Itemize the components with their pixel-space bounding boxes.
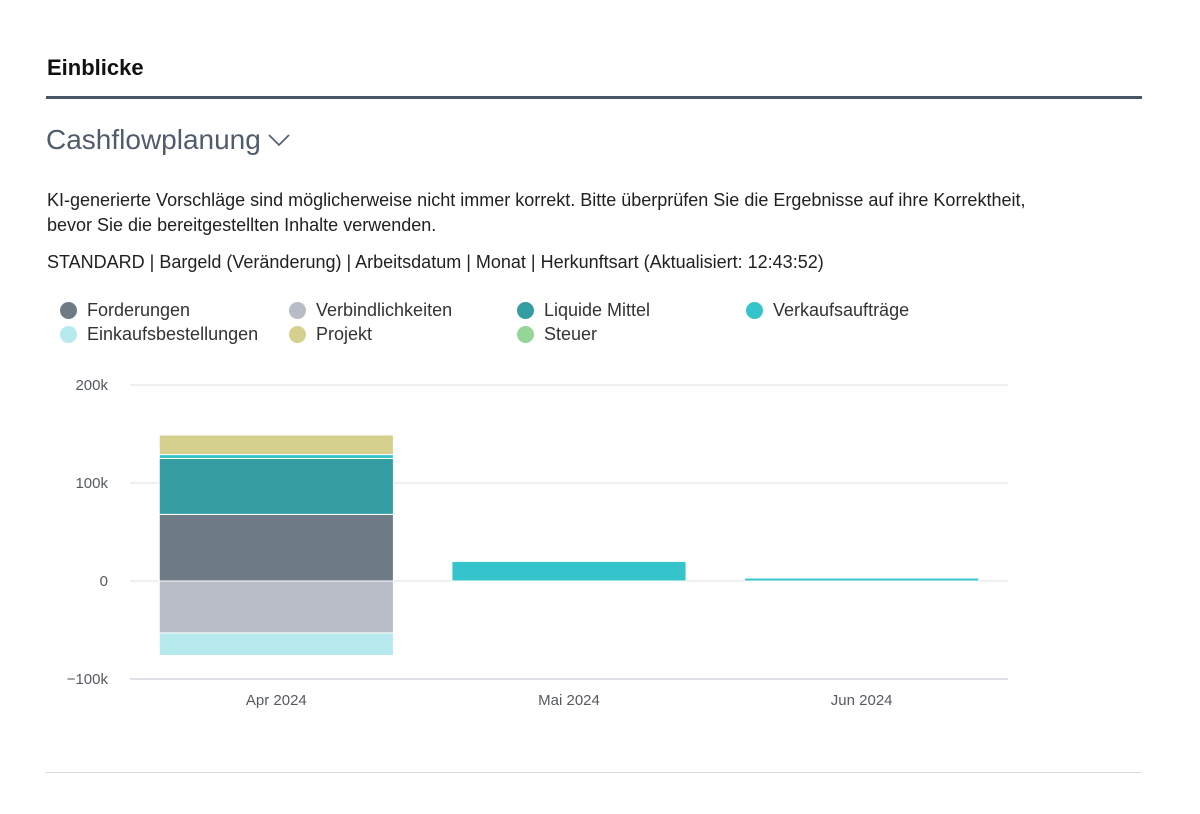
legend-label: Projekt (316, 324, 373, 344)
legend-label: Liquide Mittel (544, 300, 651, 320)
legend-item[interactable]: Verkaufsaufträge (746, 300, 909, 321)
section-divider (46, 96, 1142, 99)
bar-segment[interactable] (158, 458, 394, 515)
cashflow-part-title[interactable]: Cashflowplanung (46, 124, 291, 156)
bar-segment[interactable] (158, 454, 394, 459)
x-tick-label: Apr 2024 (246, 692, 307, 709)
legend-label: Forderungen (87, 300, 191, 320)
legend-item[interactable]: Liquide Mittel (517, 300, 650, 321)
bar-segment[interactable] (451, 560, 687, 582)
legend-item[interactable]: Projekt (289, 324, 372, 345)
legend-label: Verbindlichkeiten (316, 300, 453, 320)
legend-label: Einkaufsbestellungen (87, 324, 259, 344)
legend-swatch (60, 326, 77, 343)
x-tick-label: Jun 2024 (831, 692, 893, 709)
legend-item[interactable]: Forderungen (60, 300, 190, 321)
legend-item[interactable]: Einkaufsbestellungen (60, 324, 258, 345)
y-tick-label: 0 (100, 573, 108, 590)
legend-swatch (746, 302, 763, 319)
bar-segment[interactable] (158, 632, 394, 656)
legend-swatch (60, 302, 77, 319)
y-tick-label: −100k (67, 671, 109, 688)
bar-segment[interactable] (158, 434, 394, 456)
legend-swatch (517, 302, 534, 319)
section-title: Einblicke (47, 55, 144, 80)
bar-segment[interactable] (744, 577, 980, 582)
bar-segment[interactable] (158, 513, 394, 582)
bar-segment[interactable] (158, 580, 394, 634)
legend-swatch (517, 326, 534, 343)
x-tick-label: Mai 2024 (538, 692, 600, 709)
legend-swatch (289, 302, 306, 319)
chart-settings-line: STANDARD | Bargeld (Veränderung) | Arbei… (47, 252, 824, 272)
y-tick-label: 100k (75, 475, 108, 492)
ai-disclaimer: KI-generierte Vorschläge sind möglicherw… (47, 190, 1026, 235)
part-title-label: Cashflowplanung (46, 124, 261, 155)
legend-label: Steuer (544, 324, 598, 344)
chevron-down-icon[interactable] (267, 132, 291, 153)
legend-item[interactable]: Verbindlichkeiten (289, 300, 452, 321)
legend-label: Verkaufsaufträge (773, 300, 910, 320)
y-tick-label: 200k (75, 377, 108, 394)
legend-item[interactable]: Steuer (517, 324, 597, 345)
legend-swatch (289, 326, 306, 343)
bottom-divider (46, 772, 1142, 773)
